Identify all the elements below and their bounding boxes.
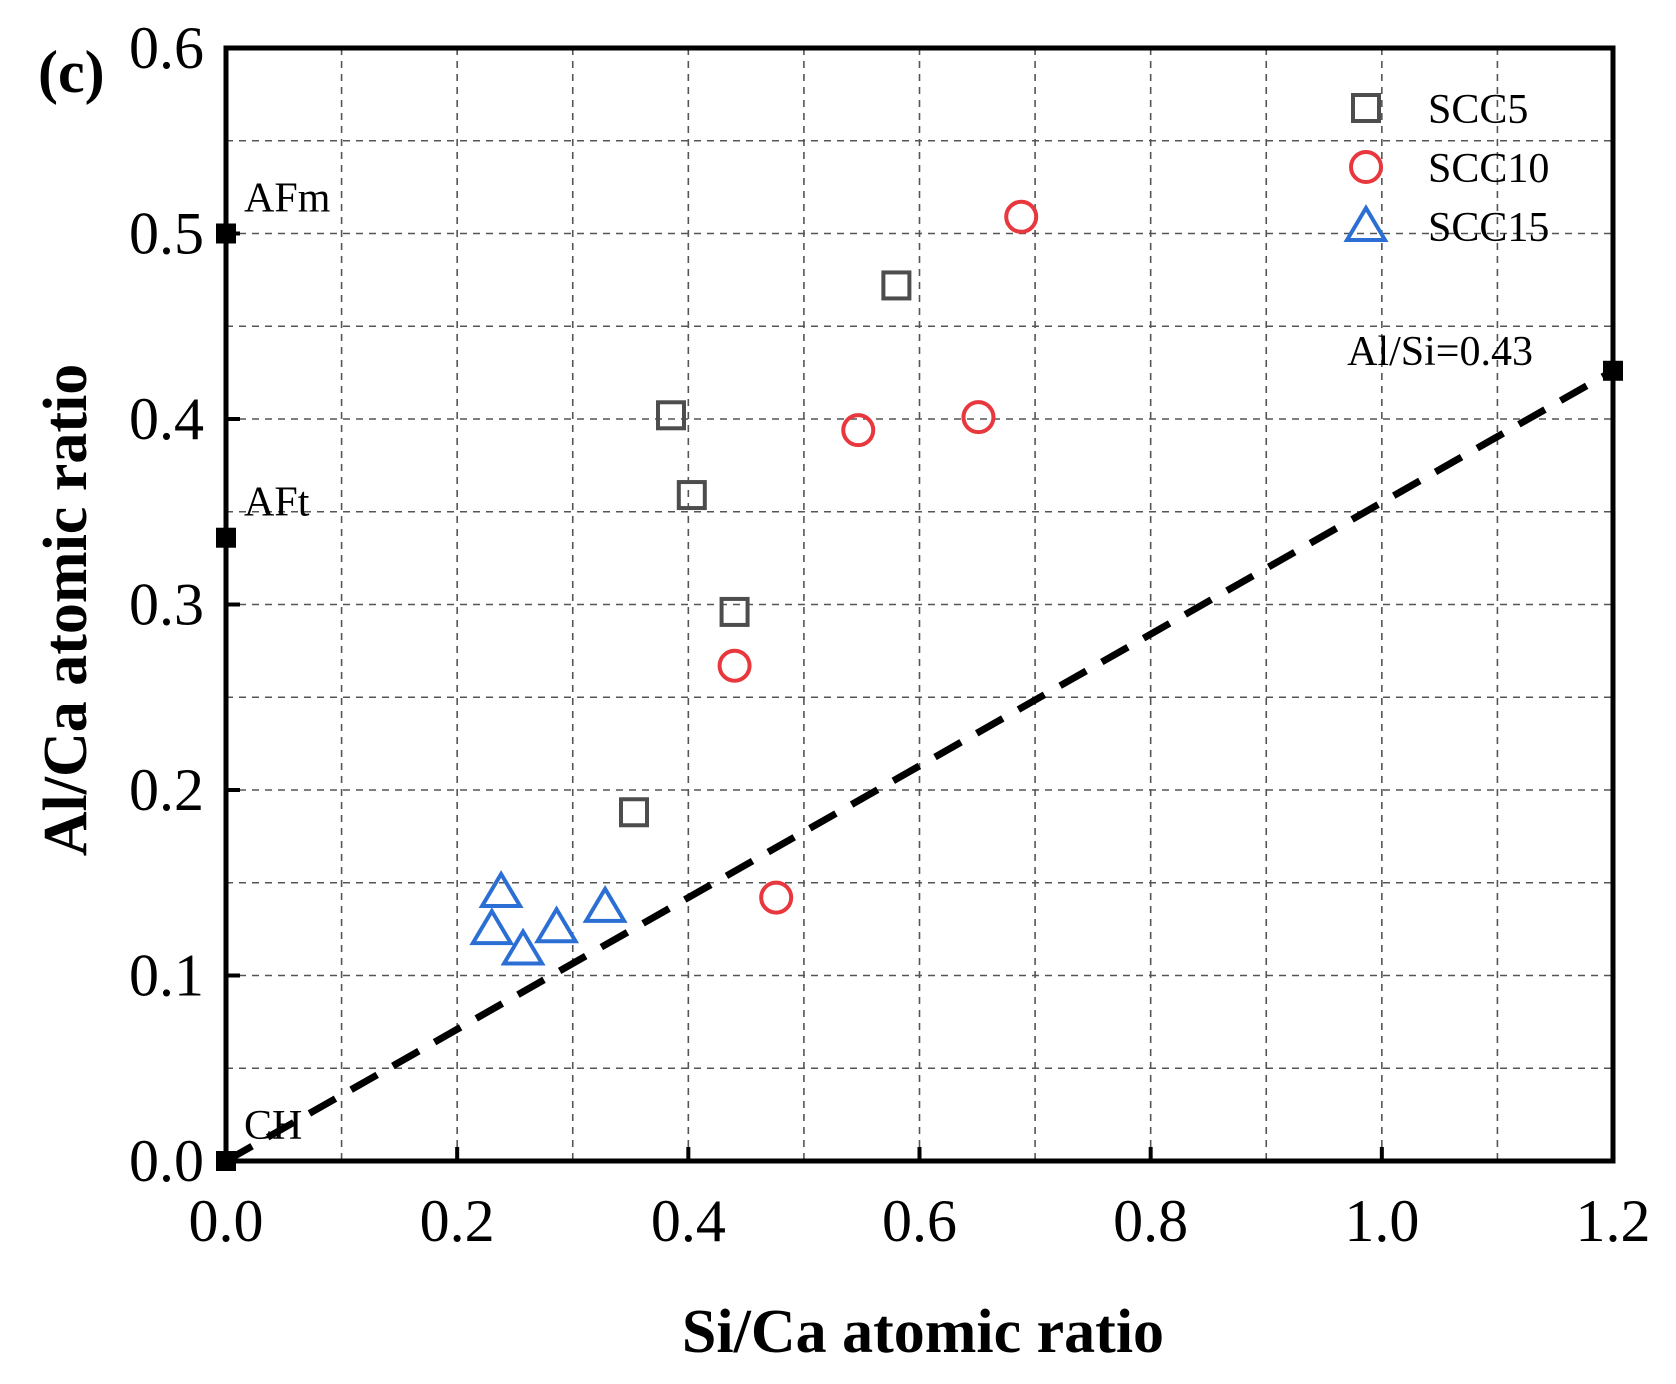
reference-points: AFm AFt CH Al/Si=0.43 <box>216 176 1623 1171</box>
x-tick-label: 0.2 <box>420 1188 495 1254</box>
legend-label: SCC10 <box>1428 146 1549 192</box>
legend: SCC5 SCC10 SCC15 <box>1343 87 1549 251</box>
scc15-point <box>478 870 524 909</box>
scc5-point <box>881 270 912 301</box>
y-tick-label: 0.4 <box>129 386 204 452</box>
reference-point-label: Al/Si=0.43 <box>1347 329 1533 375</box>
y-axis-title: Al/Ca atomic ratio <box>32 364 100 856</box>
y-tick-label: 0.1 <box>129 943 204 1009</box>
x-tick-label: 0.0 <box>189 1188 264 1254</box>
x-axis-title: Si/Ca atomic ratio <box>682 1298 1164 1366</box>
y-tick-label: 0.5 <box>129 201 204 267</box>
scc10-point <box>717 648 752 683</box>
legend-marker-scc5 <box>1351 93 1381 123</box>
scc15-point <box>500 927 546 966</box>
series-layer <box>469 199 1039 966</box>
legend-marker-scc10 <box>1349 150 1383 184</box>
scc15-point <box>534 905 580 944</box>
x-tick-label: 0.8 <box>1113 1188 1188 1254</box>
reference-line-layer <box>224 367 1615 1165</box>
legend-marker-scc15 <box>1343 204 1389 242</box>
scc5-point <box>676 480 707 511</box>
scc5-point <box>719 596 750 627</box>
x-tick-label: 1.0 <box>1344 1188 1419 1254</box>
scc5-point <box>655 400 686 431</box>
panel-label: (c) <box>38 39 105 105</box>
scc10-point <box>841 413 876 448</box>
axis-ticks: 0.0 0.2 0.4 0.6 0.8 1.0 1.2 0.0 0.1 0.2 0.3 0.4 0.5 0… <box>129 15 1651 1254</box>
x-tick-label: 1.2 <box>1576 1188 1651 1254</box>
scc10-point <box>759 880 794 915</box>
x-tick-label: 0.4 <box>651 1188 726 1254</box>
reference-point-label: AFt <box>244 480 310 526</box>
legend-label: SCC5 <box>1428 87 1528 133</box>
grid <box>226 48 1613 1161</box>
y-tick-label: 0.2 <box>129 757 204 823</box>
legend-label: SCC15 <box>1428 205 1549 251</box>
scc10-point <box>961 400 996 435</box>
scc15-point <box>469 907 515 946</box>
scc10-point <box>1004 199 1039 234</box>
scc15-point <box>582 884 628 923</box>
x-tick-label: 0.6 <box>882 1188 957 1254</box>
reference-dashed-line <box>224 367 1615 1165</box>
y-tick-label: 0.3 <box>129 572 204 638</box>
reference-point-label: CH <box>244 1103 302 1149</box>
y-tick-label: 0.6 <box>129 15 204 81</box>
reference-point-label: AFm <box>244 176 331 222</box>
scc5-point <box>619 797 650 828</box>
y-tick-label: 0.0 <box>129 1128 204 1194</box>
